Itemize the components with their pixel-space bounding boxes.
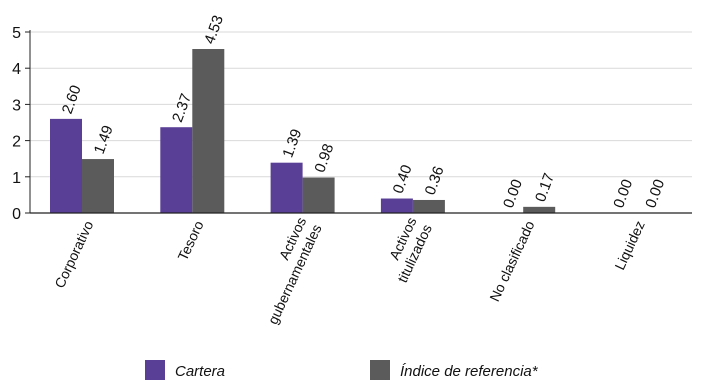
axes: 0 1 2 3 4 5: [12, 25, 692, 223]
data-label: 0.00: [610, 177, 636, 210]
category-label-line: Liquidez: [611, 218, 648, 272]
category-label-line: Tesoro: [174, 218, 206, 263]
bar-indice-3: [412, 199, 445, 213]
bar-cartera-0: [50, 118, 82, 213]
bar-indice-2: [302, 177, 335, 213]
legend-label-indice: Índice de referencia*: [400, 363, 539, 380]
bar-indice-1: [192, 49, 225, 213]
category-label-line: No clasificado: [486, 218, 537, 304]
data-label: 1.39: [279, 127, 305, 160]
y-tick-label: 4: [12, 61, 21, 78]
data-label: 4.53: [201, 13, 227, 46]
category-label: Corporativo: [51, 218, 96, 291]
bar-indice-4: [523, 206, 556, 213]
y-tick-label: 3: [12, 97, 21, 114]
data-label: 0.40: [390, 163, 416, 196]
gridlines: [30, 31, 692, 178]
legend-swatch-indice: [370, 360, 390, 380]
bar-cartera-3: [380, 198, 413, 213]
y-tick-label: 5: [12, 25, 21, 42]
legend-label-cartera: Cartera: [175, 363, 225, 380]
data-label: 0.17: [532, 171, 558, 204]
data-label: 0.36: [422, 164, 448, 197]
data-label: 0.98: [311, 142, 337, 175]
bar-cartera-1: [160, 127, 193, 213]
data-label: 2.37: [169, 91, 195, 124]
bar-cartera-2: [270, 162, 303, 213]
data-label: 2.60: [59, 83, 85, 116]
y-tick-label: 0: [12, 206, 21, 223]
legend: Cartera Índice de referencia*: [145, 360, 539, 380]
legend-swatch-cartera: [145, 360, 165, 380]
y-tick-label: 1: [12, 170, 21, 187]
category-label: Tesoro: [174, 218, 206, 263]
category-label-line: Corporativo: [51, 218, 96, 291]
category-label: No clasificado: [486, 218, 537, 304]
bars: [50, 49, 556, 213]
category-label: Liquidez: [611, 218, 648, 272]
data-label: 0.00: [642, 177, 668, 210]
y-tick-label: 2: [12, 134, 21, 151]
data-label: 1.49: [91, 123, 117, 156]
data-label: 0.00: [500, 177, 526, 210]
bar-indice-0: [82, 159, 114, 213]
data-labels: 2.601.492.374.531.39 0.980.40 0.36 0.00 0.17…: [59, 13, 668, 210]
